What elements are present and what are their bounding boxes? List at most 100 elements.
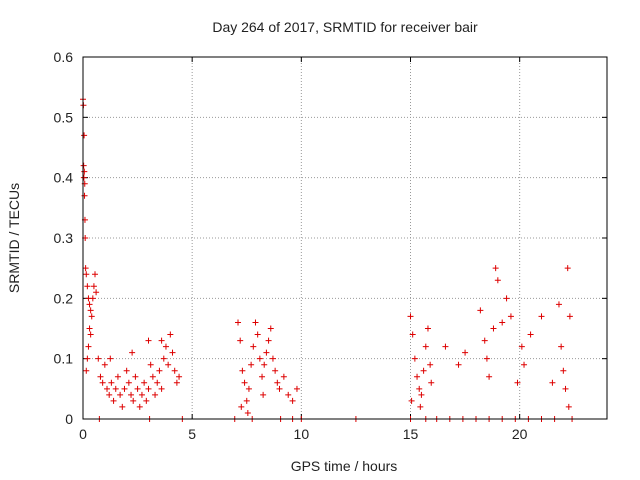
data-point [245,385,252,392]
data-point [95,355,102,362]
data-point [128,391,135,398]
data-point [427,361,434,368]
data-point [158,337,165,344]
data-point [149,373,156,380]
data-point [87,331,94,338]
data-point [238,403,245,410]
data-point [235,319,242,326]
data-point [265,337,272,344]
data-point [85,343,92,350]
data-point [123,367,130,374]
data-point [420,367,427,374]
data-point [565,403,572,410]
data-point [99,379,106,386]
axis-ticks: 0 5 10 15 20 0 0.1 0.2 0.3 0.4 0.5 0.6 [54,49,607,442]
y-axis-label: SRMTID / TECUs [6,183,22,293]
data-point [418,391,425,398]
data-point [483,355,490,362]
data-point [130,397,137,404]
data-point [514,379,521,386]
x-tick-label: 10 [294,426,310,442]
data-point [243,397,250,404]
data-point [494,277,501,284]
data-point [83,271,90,278]
data-point [259,373,266,380]
data-point [81,192,88,199]
y-tick-label: 0.6 [54,49,74,65]
data-point [411,355,418,362]
data-point [104,385,111,392]
data-point [80,162,87,169]
data-point [152,391,159,398]
data-point [248,361,255,368]
data-point [555,301,562,308]
data-point [93,289,100,296]
grid-lines [83,57,607,419]
data-point [538,313,545,320]
x-tick-label: 0 [79,426,87,442]
data-point [566,313,573,320]
data-point [503,295,510,302]
data-point [462,349,469,356]
data-point [176,373,183,380]
data-point [518,343,525,350]
data-point [416,385,423,392]
data-point [117,391,124,398]
data-point [499,319,506,326]
data-point [269,355,276,362]
data-point [134,385,141,392]
data-point [289,397,296,404]
data-point [261,361,268,368]
data-point [254,331,261,338]
data-point [86,325,93,332]
data-point [145,385,152,392]
y-tick-label: 0.3 [54,230,74,246]
data-point [145,337,152,344]
data-point [88,313,95,320]
data-point [477,307,484,314]
data-point [407,313,414,320]
data-point [84,283,91,290]
data-point [481,337,488,344]
x-tick-label: 15 [403,426,419,442]
data-point [428,379,435,386]
data-point [173,379,180,386]
chart-title: Day 264 of 2017, SRMTID for receiver bai… [212,19,478,35]
x-tick-label: 20 [512,426,528,442]
data-point [97,373,104,380]
data-point [80,174,87,181]
data-point [81,132,88,139]
data-point [82,265,89,272]
y-tick-label: 0.1 [54,351,74,367]
data-point [562,385,569,392]
data-point [83,367,90,374]
data-point [125,379,132,386]
data-point [274,379,281,386]
data-point [141,379,148,386]
data-point [108,379,115,386]
data-point [564,265,571,272]
x-tick-label: 5 [188,426,196,442]
data-point [490,325,497,332]
data-point [107,355,114,362]
data-point [414,373,421,380]
data-point [136,403,143,410]
data-point [285,391,292,398]
plot-frame [82,56,608,420]
data-point [121,385,128,392]
data-point [549,379,556,386]
data-point [424,325,431,332]
data-point [409,331,416,338]
data-point [101,361,108,368]
data-point [171,367,178,374]
data-point [252,319,259,326]
data-point [507,313,514,320]
data-point [86,301,93,308]
data-point [81,168,88,175]
data-point [492,265,499,272]
y-tick-label: 0.2 [54,290,74,306]
data-point [169,349,176,356]
data-point [560,367,567,374]
data-point [422,343,429,350]
data-point [408,397,415,404]
